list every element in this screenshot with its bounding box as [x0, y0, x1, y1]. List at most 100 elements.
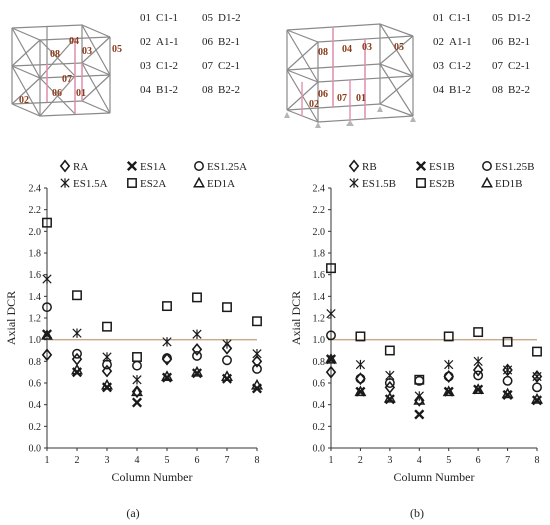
panel-label: (b) — [410, 506, 424, 520]
data-point — [252, 316, 262, 327]
marker-shape — [472, 383, 485, 394]
data-point — [192, 292, 202, 303]
marker-shape — [473, 327, 484, 338]
data-point — [325, 352, 337, 364]
series-ES1.25A — [42, 302, 262, 374]
y-tick-label: 1.0 — [29, 335, 42, 346]
column-label: 07 — [62, 74, 72, 85]
key-name: C2-1 — [508, 60, 530, 72]
data-point — [102, 352, 112, 362]
column-key-a: 01 C1-1 05 D1-2 02 A1-1 06 B2-1 03 C1-2 … — [140, 12, 241, 96]
marker-shape — [326, 330, 336, 341]
column-label: 04 — [69, 36, 79, 47]
marker-shape — [355, 373, 366, 384]
data-point — [192, 350, 202, 361]
y-tick-label: 1.8 — [29, 249, 42, 260]
key-code: 03 — [140, 60, 152, 72]
marker-shape — [414, 374, 425, 385]
data-point — [502, 375, 513, 386]
marker-stroke — [473, 384, 484, 395]
legend-label: RB — [362, 161, 377, 173]
y-tick-label: 0.0 — [313, 444, 326, 455]
data-point — [325, 354, 337, 365]
marker-shape — [532, 346, 542, 357]
y-tick-label: 2.4 — [313, 184, 326, 195]
data-point — [222, 302, 232, 313]
marker-shape — [384, 345, 395, 356]
marker-shape — [222, 302, 232, 313]
legend-item: ES2B — [416, 178, 455, 190]
marker-shape — [222, 355, 232, 366]
y-tick-label: 1.2 — [313, 314, 326, 325]
marker-shape — [501, 387, 514, 399]
data-point — [42, 274, 52, 284]
data-point — [162, 353, 172, 364]
data-point — [221, 370, 233, 381]
marker-shape — [193, 176, 205, 188]
legend-marker-circle-icon — [482, 161, 492, 171]
marker-shape — [161, 352, 173, 366]
y-tick-label: 0.4 — [313, 400, 326, 411]
data-point — [385, 370, 395, 381]
column-label: 01 — [76, 88, 86, 99]
key-name: B2-2 — [508, 84, 530, 96]
legend-label: ES2B — [429, 178, 455, 190]
legend-item: ES1B — [415, 160, 455, 173]
key-code: 05 — [492, 12, 504, 24]
data-point — [443, 371, 454, 382]
legend-marker-asterisk-icon — [60, 178, 70, 188]
marker-shape — [191, 365, 203, 377]
legend-marker-circle-icon — [194, 161, 204, 171]
data-point — [132, 360, 142, 371]
y-tick-label: 0.2 — [313, 422, 326, 433]
legend: RB ES1B ES1.25B ES1.5B ES2B ED1B — [348, 159, 534, 190]
data-point — [355, 373, 366, 384]
legend-marker-diamond-icon — [348, 159, 360, 173]
column-label: 02 — [19, 95, 29, 106]
legend-item: ED1A — [193, 176, 235, 190]
marker-shape — [194, 161, 204, 171]
marker-shape — [443, 371, 454, 382]
marker-shape — [72, 290, 82, 301]
data-point — [251, 354, 263, 368]
marker-stroke — [126, 160, 138, 172]
marker-shape — [443, 331, 454, 342]
data-point — [473, 384, 484, 395]
y-tick-label: 0.2 — [29, 422, 42, 433]
x-tick-label: 3 — [387, 455, 392, 466]
marker-shape — [71, 352, 83, 366]
marker-shape — [127, 178, 137, 188]
key-name: B2-1 — [508, 36, 530, 48]
data-point — [72, 290, 82, 301]
data-point — [72, 348, 82, 359]
marker-shape — [101, 364, 113, 378]
chart-panel-a: RA ES1A ES1.25A ES1.5A ES2A ED1A 0.0 0.2 0.4 0.6 0… — [4, 159, 263, 520]
legend-label: ED1B — [495, 178, 523, 190]
legend-label: ES1.25A — [207, 161, 247, 173]
marker-shape — [325, 365, 337, 379]
column-label: 06 — [52, 88, 62, 99]
data-point — [472, 363, 484, 377]
column-label: 06 — [318, 89, 328, 100]
data-point — [41, 329, 53, 340]
marker-shape — [443, 370, 454, 383]
key-code: 08 — [202, 84, 214, 96]
legend-marker-triangle-icon — [193, 176, 205, 188]
data-point — [531, 370, 543, 383]
marker-shape — [71, 363, 83, 375]
marker-shape — [251, 354, 263, 368]
marker-shape — [131, 385, 143, 397]
data-point — [443, 370, 454, 383]
data-point — [443, 331, 454, 342]
y-tick-label: 2.4 — [29, 184, 42, 195]
data-point — [42, 217, 52, 228]
marker-stroke — [443, 386, 454, 397]
x-tick-label: 2 — [75, 455, 80, 466]
x-tick-label: 1 — [329, 455, 334, 466]
data-point — [531, 393, 543, 404]
x-tick-label: 3 — [105, 455, 110, 466]
marker-shape — [131, 385, 143, 399]
key-name: B2-2 — [218, 84, 240, 96]
column-label: 07 — [337, 93, 347, 104]
